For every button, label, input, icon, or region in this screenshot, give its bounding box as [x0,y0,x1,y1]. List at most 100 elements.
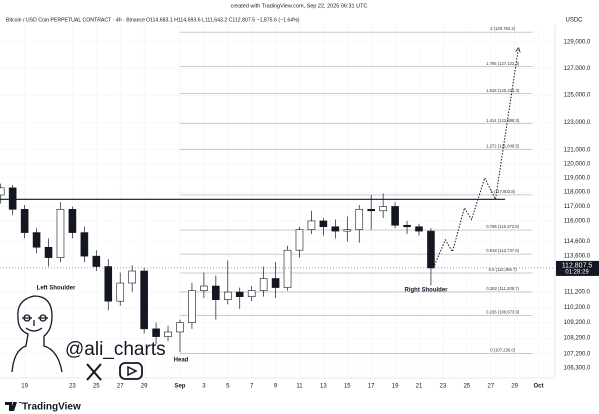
candle-body [20,209,29,233]
x-tick-label: 11 [296,384,303,390]
fib-label: 1.786 (127,122.3) [486,61,520,66]
candle-body [116,282,125,302]
candle-body [56,209,65,258]
avatar [11,295,63,373]
y-tick-label: 127,000.0 [564,66,591,72]
fib-label: 1.272 (121,048.5) [486,143,520,148]
y-tick-label: 119,000.0 [564,175,591,181]
tv-logo [5,402,23,411]
x-tick-label: 19 [21,384,28,390]
fib-label: 0.786 (115,372.9) [486,224,519,229]
y-tick-label: 118,000.0 [564,190,591,196]
fib-label: 0.236 (109,673.9) [486,309,520,314]
x-tick-label: 23 [440,384,447,390]
last-price-label: 112,807.5 [562,262,593,269]
y-tick-label: 125,000.0 [564,93,591,99]
x-tick-label: 3 [202,384,206,390]
y-tick-label: 107,200.0 [564,351,591,357]
last-price-box [556,260,599,276]
candle-body [80,232,89,257]
candle-body [307,220,316,230]
countdown: 01:28:29 [565,269,589,275]
candle-body [200,285,208,291]
candle-body [152,328,160,337]
candle-body [415,226,423,232]
plot: 2 (129,760.2) 1.786 (127,122.3) 1.618 (125… [0,25,555,378]
y-tick-label: 129,000.0 [564,40,591,46]
annotation: Left Shoulder [37,286,76,292]
x-tick-label: 13 [320,384,327,390]
candle-body [44,246,53,258]
y-tick-label: 110,200.0 [564,305,591,311]
candle-body [367,209,375,212]
candle-body [379,206,387,212]
candle-body [164,331,172,337]
fib-label: 0 (107,236.0) [490,347,516,352]
candle-body [355,209,364,230]
candle-body [8,187,17,210]
candle-body [271,278,280,288]
candle-body [104,266,113,302]
candle-body [140,270,148,330]
y-tick-label: 109,200.0 [564,320,591,326]
ohlc-text: O114,683.1 H114,693.6 L111,643.2 C112,80… [146,17,300,23]
x-icon [86,363,102,381]
candle-body [427,230,435,269]
candle-body [319,220,328,228]
candle-body [212,285,220,300]
x-tick-label: 15 [344,384,351,390]
x-tick-label: 17 [368,384,375,390]
x-tick-label: 29 [511,384,518,390]
y-tick-label: 120,000.0 [564,161,591,167]
candle-body [235,291,244,297]
candle-body [68,209,77,233]
youtube-icon [119,362,143,380]
x-tick-label: 23 [69,384,76,390]
annotation: Right Shoulder [405,288,449,294]
x-tick-label: Sep [174,384,185,390]
candle-body [331,226,340,232]
candle-body [295,229,304,251]
y-tick-label: 123,000.0 [564,120,591,126]
currency: USDC [565,18,583,24]
candle-body [128,270,136,284]
fib-label: 0.5 (112,466.7) [489,267,518,272]
x-tick-label: 25 [463,384,470,390]
candle-body [92,255,101,267]
candle-body [247,290,256,297]
x-tick-label: 21 [416,384,423,390]
y-tick-label: 121,000.0 [564,147,591,153]
y-tick-label: 114,600.0 [564,239,591,245]
candle-body [32,232,41,248]
handle: @ali_charts [65,339,166,360]
y-tick-label: 111,200.0 [564,290,590,296]
candle-body [0,187,5,196]
candle-body [223,291,232,300]
y-tick-label: 117,000.0 [564,204,591,210]
x-tick-label: 5 [226,384,230,390]
chart-title: Bitcoin / USD Coin PERPETUAL CONTRACT · … [6,17,145,23]
x-tick-label: 27 [117,384,124,390]
x-tick-label: Oct [533,384,543,390]
x-tick-label: 29 [141,384,148,390]
candle-body [188,290,196,323]
candle-body [343,229,352,232]
x-tick-label: 7 [250,384,254,390]
fib-label: 2 (129,760.2) [490,26,516,31]
x-tick-label: 25 [93,384,100,390]
candle-body [391,206,399,226]
projection-path [432,50,518,269]
candle-body [283,249,292,288]
x-tick-label: 27 [487,384,494,390]
fib-label: 1 (117,803.8) [490,189,515,194]
candle-body [403,224,411,228]
fib-label: 1.414 (122,888.3) [486,118,520,123]
y-tick-label: 108,200.0 [564,336,591,342]
candle-body [176,322,184,333]
y-tick-label: 116,000.0 [564,218,591,224]
x-tick-label: 9 [274,384,278,390]
fib-label: 0.382 (111,209.7) [486,286,519,291]
annotation: Head [174,358,189,364]
fib-label: 0.618 (113,737.9) [486,248,519,253]
